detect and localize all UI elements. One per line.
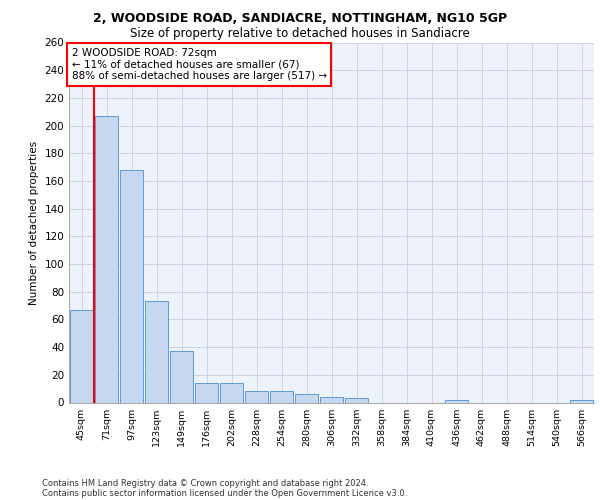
Bar — [269, 392, 293, 402]
Text: 2, WOODSIDE ROAD, SANDIACRE, NOTTINGHAM, NG10 5GP: 2, WOODSIDE ROAD, SANDIACRE, NOTTINGHAM,… — [93, 12, 507, 26]
Bar — [170, 352, 193, 403]
Text: 2 WOODSIDE ROAD: 72sqm
← 11% of detached houses are smaller (67)
88% of semi-det: 2 WOODSIDE ROAD: 72sqm ← 11% of detached… — [71, 48, 327, 81]
Text: Contains public sector information licensed under the Open Government Licence v3: Contains public sector information licen… — [42, 488, 407, 498]
Y-axis label: Number of detached properties: Number of detached properties — [29, 140, 39, 304]
Bar — [220, 383, 244, 402]
Bar — [119, 170, 143, 402]
Bar — [95, 116, 118, 403]
Text: Contains HM Land Registry data © Crown copyright and database right 2024.: Contains HM Land Registry data © Crown c… — [42, 478, 368, 488]
Bar — [295, 394, 319, 402]
Bar — [445, 400, 469, 402]
Bar — [194, 383, 218, 402]
Bar — [145, 302, 169, 402]
Bar — [320, 397, 343, 402]
Bar — [70, 310, 94, 402]
Text: Size of property relative to detached houses in Sandiacre: Size of property relative to detached ho… — [130, 28, 470, 40]
Bar — [245, 392, 268, 402]
Bar — [344, 398, 368, 402]
Bar — [569, 400, 593, 402]
